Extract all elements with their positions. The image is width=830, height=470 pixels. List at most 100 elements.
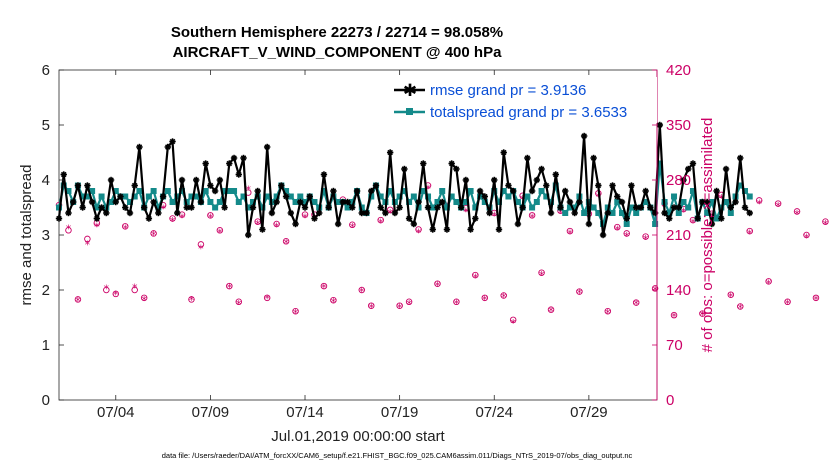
obs-possible-marker <box>65 227 72 234</box>
obs-assimilated-marker: * <box>529 212 535 225</box>
totalspread-point <box>396 193 403 200</box>
obs-assimilated-marker: * <box>473 271 479 284</box>
rmse-point <box>306 193 313 200</box>
totalspread-point <box>548 199 555 205</box>
obs-assimilated-marker: * <box>208 212 214 225</box>
totalspread-point <box>552 182 559 189</box>
totalspread-point <box>60 182 67 189</box>
rmse-point <box>746 209 753 217</box>
obs-possible-marker <box>358 286 366 294</box>
obs-assimilated-marker: * <box>463 205 469 218</box>
rmse-point <box>292 220 299 228</box>
rmse-point <box>363 209 370 217</box>
rmse-point <box>533 176 541 184</box>
rmse-point <box>528 187 536 195</box>
rmse-point <box>628 182 635 189</box>
totalspread-point <box>207 199 214 205</box>
rmse-point <box>462 176 470 184</box>
rmse-point <box>713 187 720 195</box>
totalspread-point <box>420 188 427 194</box>
totalspread-point <box>226 188 233 194</box>
rmse-point <box>618 198 626 206</box>
obs-possible-marker <box>623 230 630 237</box>
rmse-point <box>580 132 588 140</box>
rmse-point <box>699 198 706 206</box>
obs-possible-marker <box>140 294 148 302</box>
rmse-point <box>330 187 337 195</box>
obs-assimilated-marker: * <box>558 207 564 220</box>
totalspread-point <box>581 210 588 216</box>
obs-assimilated-marker: * <box>406 298 412 311</box>
obs-assimilated-marker: * <box>435 279 441 292</box>
totalspread-point <box>685 204 692 211</box>
totalspread-point <box>335 199 342 205</box>
totalspread-point <box>514 199 521 205</box>
rmse-point <box>685 165 692 173</box>
totalspread-point <box>320 188 327 194</box>
totalspread-point <box>287 193 294 200</box>
totalspread-point <box>543 193 550 200</box>
y-axis-right-label: # of obs: o=possible; ×=assimilated <box>699 118 716 353</box>
obs-assimilated-marker: * <box>510 317 516 330</box>
y-axis-label: rmse and totalspread <box>18 165 35 306</box>
totalspread-point <box>425 193 432 200</box>
obs-assimilated-marker: * <box>217 227 223 240</box>
obs-possible-marker <box>112 290 120 298</box>
obs-assimilated-marker: * <box>492 209 498 222</box>
rmse-point <box>472 215 479 222</box>
rmse-point <box>722 165 730 173</box>
totalspread-point <box>387 188 394 194</box>
y2-tick-label: 420 <box>666 62 691 79</box>
rmse-point <box>103 209 110 217</box>
obs-possible-marker <box>670 311 678 319</box>
rmse-point <box>192 176 200 184</box>
rmse-point <box>500 149 507 156</box>
obs-assimilated-marker: * <box>151 229 157 242</box>
obs-possible-marker <box>226 282 233 290</box>
obs-assimilated-marker: * <box>293 307 299 320</box>
totalspread-point <box>524 193 531 200</box>
rmse-point <box>453 165 460 173</box>
rmse-point <box>562 187 569 195</box>
totalspread-point <box>656 160 663 167</box>
obs-possible-marker <box>150 230 157 237</box>
totalspread-point <box>112 188 119 194</box>
rmse-point <box>164 143 172 151</box>
totalspread-point <box>292 199 299 205</box>
rmse-point <box>344 198 351 206</box>
rmse-point <box>169 138 176 145</box>
rmse-point <box>145 215 153 222</box>
obs-assimilated-marker: * <box>85 238 91 251</box>
obs-assimilated-marker: * <box>548 305 554 318</box>
rmse-point <box>79 204 86 211</box>
obs-possible-marker <box>235 298 243 306</box>
totalspread-point <box>79 193 86 200</box>
obs-possible-marker <box>301 211 309 218</box>
obs-possible-marker <box>103 286 110 294</box>
y2-tick-label: 70 <box>666 337 683 354</box>
obs-assimilated-marker: * <box>321 282 327 295</box>
rmse-point <box>486 209 493 217</box>
rmse-point <box>245 231 252 239</box>
rmse-point <box>372 182 380 189</box>
rmse-point <box>273 198 280 206</box>
legend-spread-label: totalspread grand pr = 3.6533 <box>430 104 627 121</box>
rmse-point <box>737 154 744 162</box>
rmse-point <box>519 204 526 211</box>
obs-assimilated-marker: * <box>539 269 545 282</box>
y-tick-label: 6 <box>42 62 50 79</box>
rmse-point <box>524 154 531 162</box>
totalspread-point <box>193 193 200 200</box>
rmse-point <box>642 187 649 195</box>
rmse-point <box>221 204 228 211</box>
obs-assimilated-marker: * <box>170 215 176 228</box>
totalspread-point <box>713 215 720 222</box>
rmse-point <box>150 198 157 206</box>
totalspread-point <box>179 188 186 194</box>
rmse-point <box>576 198 583 206</box>
totalspread-point <box>264 193 271 200</box>
rmse-point <box>656 121 664 129</box>
rmse-point <box>557 204 564 211</box>
rmse-point <box>69 198 77 206</box>
